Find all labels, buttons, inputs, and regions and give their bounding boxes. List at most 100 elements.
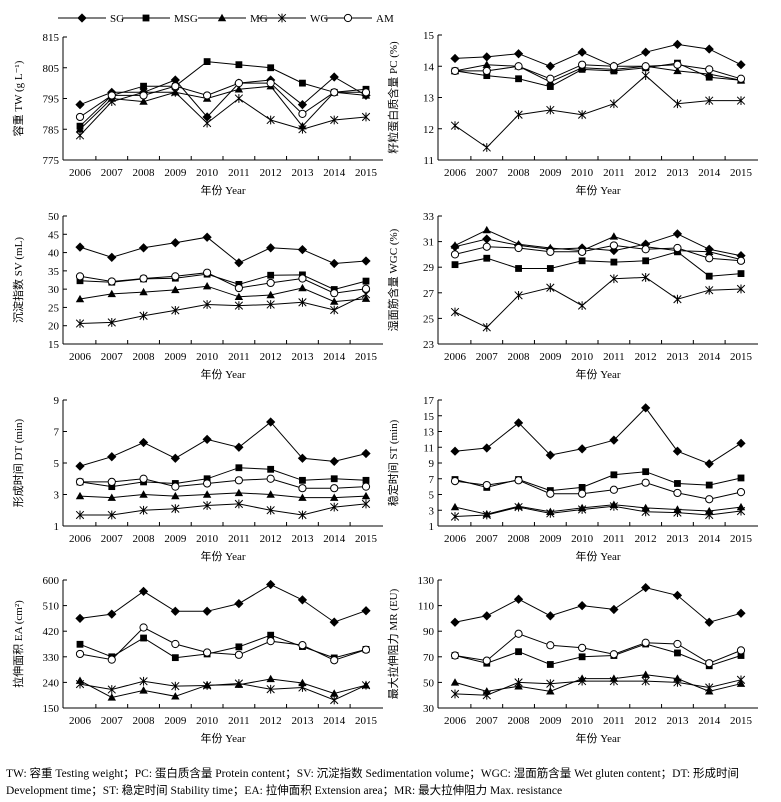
point-am-shape	[641, 245, 650, 254]
y-tick-label: 785	[43, 124, 60, 136]
point-sg	[138, 437, 149, 448]
point-wg-shape	[641, 273, 650, 282]
point-sg	[641, 47, 651, 57]
point-am-shape	[641, 62, 650, 71]
point-msg	[235, 643, 243, 651]
point-am	[361, 88, 371, 97]
point-wg-shape	[546, 509, 555, 518]
point-sg-shape	[107, 609, 117, 619]
point-wg	[450, 512, 460, 521]
point-am-shape	[139, 623, 148, 632]
point-mg-shape	[482, 225, 491, 234]
x-tick-label: 2006	[444, 167, 467, 179]
y-tick-label: 29	[423, 262, 435, 274]
y-tick-label: 510	[43, 601, 60, 613]
point-mg	[107, 493, 116, 501]
point-am	[482, 480, 491, 490]
point-mg-shape	[266, 290, 275, 299]
point-msg	[483, 72, 491, 80]
point-wg-shape	[482, 322, 491, 332]
y-tick-label: 30	[423, 703, 435, 715]
point-am	[450, 66, 460, 76]
x-tick-label: 2006	[69, 715, 92, 727]
series-wg	[75, 676, 371, 705]
point-msg-shape	[705, 481, 713, 489]
series-line-msg	[454, 62, 742, 88]
point-am-shape	[266, 79, 275, 88]
point-mg-shape	[171, 491, 180, 500]
point-msg	[737, 652, 745, 659]
point-sg-shape	[138, 243, 149, 253]
point-wg-shape	[705, 683, 714, 692]
point-sg	[297, 595, 308, 605]
point-sg	[672, 590, 683, 600]
point-am	[736, 488, 746, 497]
x-tick-label: 2010	[196, 351, 219, 363]
point-msg-shape	[515, 75, 522, 83]
point-am	[171, 639, 180, 649]
point-mg	[361, 491, 371, 500]
x-tick-label: 2012	[635, 715, 657, 727]
point-msg-shape	[737, 270, 745, 277]
point-sg	[266, 243, 276, 253]
point-msg-shape	[674, 480, 681, 487]
point-mg-shape	[202, 282, 212, 290]
x-tick-label: 2012	[635, 533, 657, 545]
point-mg	[139, 97, 148, 105]
point-am-shape	[361, 482, 371, 491]
point-am	[330, 656, 339, 665]
series-mg	[450, 60, 746, 86]
point-sg-shape	[234, 442, 244, 452]
point-sg-shape	[641, 583, 651, 593]
legend-marker-msg-shape	[142, 14, 150, 22]
point-am	[736, 74, 746, 83]
point-am	[203, 268, 212, 277]
point-sg	[545, 611, 555, 621]
point-am-shape	[546, 641, 555, 650]
point-mg	[705, 247, 714, 256]
x-tick-label: 2009	[164, 351, 187, 363]
x-tick-label: 2006	[69, 351, 92, 363]
point-wg-shape	[705, 285, 714, 295]
point-msg-shape	[642, 257, 650, 265]
x-tick-label: 2007	[476, 167, 499, 179]
point-wg	[202, 300, 212, 309]
point-mg	[450, 678, 460, 686]
point-msg-shape	[483, 72, 491, 80]
point-am	[75, 272, 85, 281]
point-sg	[170, 238, 180, 248]
point-sg	[609, 435, 619, 445]
point-msg-shape	[578, 257, 586, 265]
series-wg	[75, 289, 371, 328]
point-wg-shape	[673, 99, 682, 109]
y-tick-label: 5	[429, 490, 435, 502]
point-msg-shape	[171, 654, 179, 662]
x-tick-label: 2015	[730, 167, 753, 179]
point-sg-shape	[75, 461, 85, 471]
y-tick-label: 420	[43, 626, 60, 638]
point-mg	[266, 490, 275, 498]
point-wg-shape	[705, 510, 714, 520]
legend-marker-mg	[217, 13, 227, 22]
point-mg-shape	[107, 493, 116, 501]
point-sg-shape	[704, 459, 714, 469]
y-axis-label: 形成时间 DT (min)	[12, 418, 25, 507]
point-sg-shape	[234, 258, 244, 268]
series-wg	[450, 675, 746, 700]
point-sg-shape	[736, 608, 746, 618]
legend-item-wg: WG	[258, 13, 328, 25]
point-wg	[577, 301, 587, 310]
point-wg	[361, 499, 371, 509]
point-sg-shape	[641, 403, 651, 413]
y-tick-label: 13	[423, 427, 435, 439]
y-tick-label: 23	[423, 339, 435, 351]
point-sg	[297, 245, 308, 255]
point-sg	[513, 49, 524, 59]
point-am	[139, 91, 148, 100]
x-tick-label: 2007	[101, 351, 124, 363]
point-mg-shape	[609, 232, 619, 240]
point-sg	[329, 617, 339, 627]
point-am-shape	[736, 488, 746, 497]
point-wg-shape	[361, 112, 371, 122]
series-line-sg	[79, 76, 367, 118]
